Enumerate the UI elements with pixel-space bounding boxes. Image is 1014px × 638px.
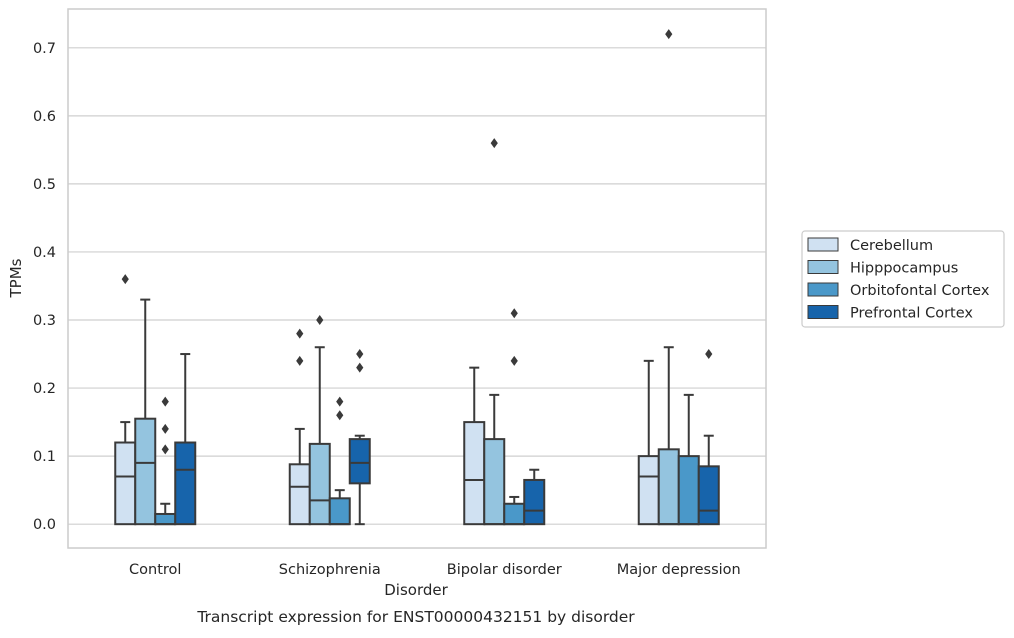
box-cerebellum — [637, 359, 660, 526]
legend-swatch — [807, 260, 839, 274]
outlier-point — [161, 396, 169, 407]
outlier-point — [316, 315, 324, 326]
x-axis-label: Disorder — [384, 581, 448, 599]
box-hipppocampus — [308, 315, 331, 526]
box-hipppocampus — [657, 29, 680, 526]
box-orbitofontal-cortex — [154, 396, 177, 526]
legend-item: Prefrontal Cortex — [807, 305, 973, 322]
box-body — [308, 442, 331, 526]
box-body — [503, 502, 526, 526]
legend-swatch — [807, 282, 839, 297]
outlier-point — [705, 349, 713, 360]
box-hipppocampus — [134, 298, 157, 526]
legend-item: Cerebellum — [807, 237, 933, 254]
y-tick-label: 0.5 — [33, 177, 56, 193]
box-body — [174, 441, 197, 526]
box-prefrontal-cortex — [348, 349, 371, 526]
category-group — [463, 138, 546, 526]
outlier-point — [356, 349, 364, 360]
axes: 0.0 0.1 0.2 0.3 0.4 0.5 0.6 0.7 Control Schizophr… — [33, 8, 767, 578]
box-orbitofontal-cortex — [677, 393, 700, 526]
legend-label: Cerebellum — [850, 238, 933, 254]
y-tick-label: 0.1 — [33, 449, 56, 465]
box-body — [523, 478, 546, 526]
box-body — [114, 441, 137, 526]
box-body — [348, 438, 371, 485]
box-prefrontal-cortex — [523, 468, 546, 526]
box-body — [154, 512, 177, 526]
y-tick-label: 0.2 — [33, 381, 56, 397]
category-group — [637, 29, 720, 526]
legend-label: Prefrontal Cortex — [850, 306, 973, 322]
box-orbitofontal-cortex — [328, 396, 351, 526]
box-body — [637, 455, 660, 526]
legend-swatch — [807, 237, 839, 252]
outlier-point — [296, 328, 304, 339]
box-groups — [114, 29, 720, 526]
outlier-point — [665, 29, 673, 40]
plot-frame — [67, 8, 767, 549]
box-body — [483, 438, 506, 526]
y-tick-label: 0.3 — [33, 313, 56, 329]
box-prefrontal-cortex — [697, 349, 720, 526]
legend-label: Orbitofontal Cortex — [850, 283, 990, 299]
x-tick-label: Major depression — [617, 562, 741, 578]
outlier-point — [161, 444, 169, 455]
outlier-point — [356, 362, 364, 373]
outlier-point — [510, 308, 518, 319]
legend-swatch — [807, 305, 839, 319]
legend-label: Hipppocampus — [850, 261, 958, 277]
box-body — [288, 463, 311, 526]
box-hipppocampus — [483, 138, 506, 526]
outlier-point — [336, 410, 344, 421]
box-cerebellum — [288, 328, 311, 526]
x-tick-label: Schizophrenia — [279, 562, 381, 578]
outlier-point — [121, 274, 129, 285]
box-prefrontal-cortex — [174, 353, 197, 526]
outlier-point — [510, 355, 518, 366]
x-tick-label: Bipolar disorder — [447, 562, 562, 578]
outlier-point — [161, 423, 169, 434]
box-orbitofontal-cortex — [503, 308, 526, 526]
x-tick-label: Control — [129, 562, 181, 578]
category-group — [288, 315, 371, 526]
chart-caption: Transcript expression for ENST0000043215… — [196, 608, 635, 626]
legend-frame — [801, 230, 1005, 328]
box-body — [134, 417, 157, 526]
y-tick-label: 0.6 — [33, 109, 56, 125]
box-body — [697, 465, 720, 526]
category-group — [114, 274, 197, 526]
y-tick-label: 0.7 — [33, 41, 56, 57]
y-tick-label: 0.4 — [33, 245, 56, 261]
box-cerebellum — [114, 274, 137, 526]
legend-item: Hipppocampus — [807, 260, 958, 277]
box-body — [657, 448, 680, 526]
outlier-point — [490, 138, 498, 149]
box-cerebellum — [463, 366, 486, 526]
box-body — [677, 455, 700, 526]
legend: Cerebellum Hipppocampus Orbitofontal Corte… — [801, 230, 1005, 328]
y-axis-label: TPMs — [7, 258, 25, 298]
outlier-point — [336, 396, 344, 407]
box-body — [328, 497, 351, 526]
y-tick-label: 0.0 — [33, 517, 56, 533]
legend-item: Orbitofontal Cortex — [807, 282, 990, 299]
box-body — [463, 421, 486, 526]
outlier-point — [296, 355, 304, 366]
